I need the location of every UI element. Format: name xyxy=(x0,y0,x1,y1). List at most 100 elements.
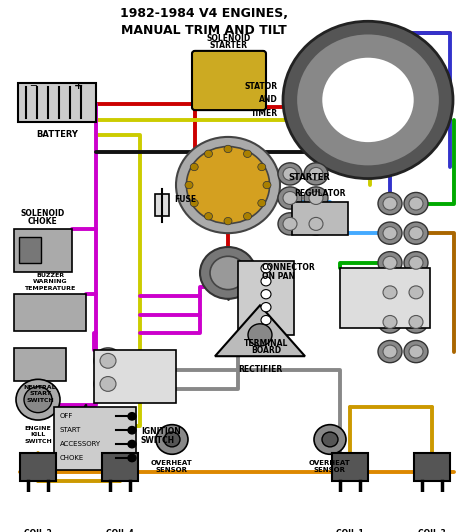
Circle shape xyxy=(378,252,402,274)
Bar xyxy=(114,500,126,516)
Circle shape xyxy=(261,277,271,286)
Circle shape xyxy=(383,315,397,328)
Circle shape xyxy=(404,222,428,244)
Circle shape xyxy=(404,340,428,363)
Text: NEUTRAL: NEUTRAL xyxy=(24,385,56,390)
Circle shape xyxy=(283,218,297,230)
Text: IGNITION: IGNITION xyxy=(141,427,181,436)
Text: +: + xyxy=(74,81,83,91)
Bar xyxy=(238,261,294,335)
Text: COIL 1: COIL 1 xyxy=(336,529,364,532)
Circle shape xyxy=(278,187,302,209)
Circle shape xyxy=(409,227,423,239)
Circle shape xyxy=(261,264,271,273)
Text: MANUAL TRIM AND TILT: MANUAL TRIM AND TILT xyxy=(121,23,287,37)
Text: START: START xyxy=(29,392,51,396)
Bar xyxy=(20,453,56,481)
Circle shape xyxy=(383,286,397,299)
Circle shape xyxy=(309,168,323,180)
Circle shape xyxy=(314,425,346,454)
Bar xyxy=(14,294,86,331)
Text: SWITCH: SWITCH xyxy=(141,436,175,445)
Text: TEMPERATURE: TEMPERATURE xyxy=(24,286,76,290)
Circle shape xyxy=(204,150,212,157)
Text: CONNECTOR: CONNECTOR xyxy=(262,263,316,272)
Bar xyxy=(54,407,136,470)
Bar xyxy=(332,453,368,481)
Circle shape xyxy=(296,33,440,167)
Bar xyxy=(102,453,138,481)
Circle shape xyxy=(100,377,116,392)
Text: OVERHEAT: OVERHEAT xyxy=(151,460,193,466)
Circle shape xyxy=(190,163,198,171)
Text: COIL 2: COIL 2 xyxy=(24,529,52,532)
Text: BATTERY: BATTERY xyxy=(36,129,78,138)
Text: STARTER: STARTER xyxy=(210,41,248,50)
Circle shape xyxy=(304,163,328,185)
Circle shape xyxy=(304,213,328,235)
Circle shape xyxy=(378,311,402,333)
Bar xyxy=(94,350,176,403)
Circle shape xyxy=(24,387,52,413)
Text: RECTIFIER: RECTIFIER xyxy=(238,364,282,373)
Circle shape xyxy=(258,163,266,171)
Text: ENGINE: ENGINE xyxy=(25,426,51,430)
Circle shape xyxy=(176,137,280,233)
Circle shape xyxy=(409,197,423,210)
Circle shape xyxy=(210,256,246,289)
Text: SOLENOID: SOLENOID xyxy=(21,210,65,218)
Text: OFF: OFF xyxy=(60,413,73,419)
Circle shape xyxy=(409,286,423,299)
Circle shape xyxy=(378,281,402,303)
Circle shape xyxy=(164,432,180,447)
Bar xyxy=(19,237,41,263)
Circle shape xyxy=(258,200,266,207)
Circle shape xyxy=(244,213,252,220)
Circle shape xyxy=(309,192,323,204)
Circle shape xyxy=(263,181,271,189)
Text: OVERHEAT: OVERHEAT xyxy=(309,460,351,466)
Circle shape xyxy=(378,340,402,363)
Text: SOLENOID: SOLENOID xyxy=(207,34,251,43)
Circle shape xyxy=(190,200,198,207)
Circle shape xyxy=(128,427,136,434)
Circle shape xyxy=(261,315,271,325)
Circle shape xyxy=(261,289,271,299)
Bar xyxy=(14,229,72,272)
Text: SENSOR: SENSOR xyxy=(314,467,346,473)
Text: ACCESSORY: ACCESSORY xyxy=(60,441,101,447)
Circle shape xyxy=(321,57,415,143)
Text: TIMER: TIMER xyxy=(251,109,278,118)
Circle shape xyxy=(224,218,232,225)
Text: STATOR: STATOR xyxy=(245,81,278,90)
Circle shape xyxy=(383,227,397,239)
Circle shape xyxy=(322,432,338,447)
Text: ON PAN: ON PAN xyxy=(262,272,295,281)
Circle shape xyxy=(94,371,122,397)
Text: SENSOR: SENSOR xyxy=(156,467,188,473)
Text: FUSE: FUSE xyxy=(174,195,196,204)
Bar xyxy=(292,202,348,235)
Text: WARNING: WARNING xyxy=(33,279,67,284)
Circle shape xyxy=(128,454,136,462)
Text: SWITCH: SWITCH xyxy=(24,438,52,444)
Text: CHOKE: CHOKE xyxy=(60,455,84,461)
Circle shape xyxy=(283,192,297,204)
Text: STARTER: STARTER xyxy=(288,173,330,182)
Circle shape xyxy=(383,256,397,269)
Bar xyxy=(14,348,66,381)
Circle shape xyxy=(378,222,402,244)
Circle shape xyxy=(283,168,297,180)
Circle shape xyxy=(261,303,271,312)
Circle shape xyxy=(378,193,402,214)
Circle shape xyxy=(404,252,428,274)
Circle shape xyxy=(278,213,302,235)
Circle shape xyxy=(304,187,328,209)
Circle shape xyxy=(383,197,397,210)
Bar xyxy=(18,84,96,122)
FancyBboxPatch shape xyxy=(192,51,266,110)
Circle shape xyxy=(186,146,270,223)
Text: ─: ─ xyxy=(30,81,36,91)
Bar xyxy=(155,194,169,217)
Circle shape xyxy=(278,163,302,185)
